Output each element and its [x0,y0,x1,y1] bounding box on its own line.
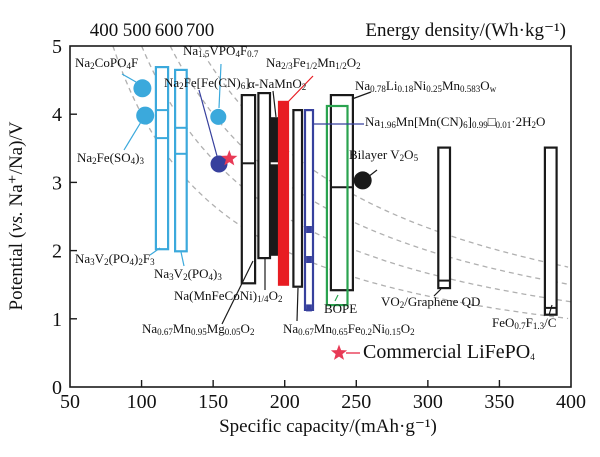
x-tick-label: 300 [413,391,443,413]
energy-tick-label: 600 [155,20,184,41]
leader-line [221,260,254,325]
leader-line [198,89,218,157]
y-tick-label: 0 [52,377,62,399]
data-points [133,79,372,190]
x-tick-label: 400 [556,391,586,413]
range-box-Na(MnFeCoNi)1/4O2 [257,91,272,260]
leader-line [285,75,314,105]
point-Na2CoPO4F [133,79,152,98]
leader-line [433,288,442,297]
x-tick-label: 200 [270,391,300,413]
point-Bilayer V2O5 [353,171,372,190]
point-Na2Fe(SO4)3 [136,106,155,125]
y-tick-label: 4 [52,104,62,126]
range-box-VO2/Graphene QD [437,146,452,290]
range-boxes [154,65,558,316]
plot-frame [69,45,572,388]
range-box-Na3V2(PO4)3 [174,68,188,253]
point-Na1.5VPO4F0.7 [210,108,227,125]
plateau-band [306,256,312,263]
legend-star-icon [330,344,348,360]
range-box-Na1.96Mn[Mn(CN)6]0.99□0.01·2H2O [303,108,315,312]
leader-line [334,294,339,302]
y-tick-label: 5 [52,36,62,58]
energy-tick-label: 500 [123,20,152,41]
range-box-Na0.67Mn0.65Fe0.2Ni0.15O2 [292,108,304,288]
legend-marker [330,344,360,360]
leader-line [548,304,553,316]
leader-line [218,63,222,109]
x-tick-label: 50 [60,391,80,413]
range-box-Na0.67Mn0.95Mg0.05O2 [240,93,257,285]
x-tick-label: 150 [198,391,228,413]
energy-tick-label: 700 [186,20,215,41]
leader-line [351,91,372,100]
axis-ticks-and-numbers: 50 100 150 200 250 300 350 400 0 1 2 3 4 5 [52,36,586,413]
star-markers [221,150,238,166]
star-Commercial LiFePO4 [221,150,238,166]
leader-lines [121,63,553,325]
plateau-band [306,304,312,312]
range-box-FeO0.7F1.3/C [543,146,558,316]
top-axis-numbers: 400 500 600 700 [90,20,215,41]
leader-line [121,73,137,83]
y-tick-label: 1 [52,309,62,331]
x-tick-label: 250 [341,391,371,413]
leader-line [180,251,185,267]
range-box-BOPE [325,104,349,307]
x-tick-label: 350 [484,391,514,413]
leader-line [272,90,277,118]
range-box-Na2/3Fe1/2Mn1/2O2 [277,100,290,286]
plateau-band [306,226,312,233]
y-tick-label: 3 [52,172,62,194]
leader-line [123,121,142,151]
energy-tick-label: 400 [90,20,119,41]
leader-line [149,247,161,256]
x-tick-label: 100 [127,391,157,413]
y-tick-label: 2 [52,241,62,263]
point-Na2Fe[Fe(CN)6] [210,155,228,173]
range-box-Na3V2(PO4)2F3 [154,65,170,251]
leader-line [296,287,299,322]
